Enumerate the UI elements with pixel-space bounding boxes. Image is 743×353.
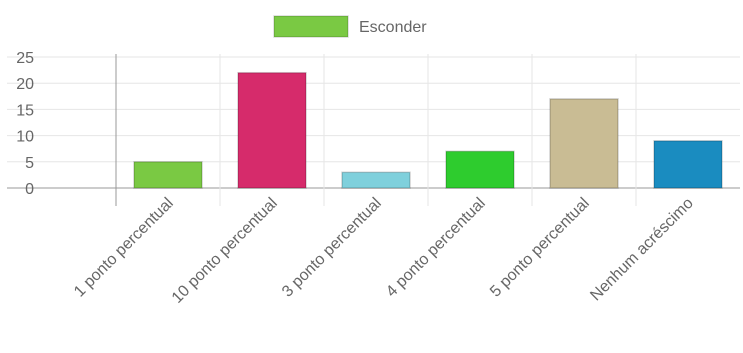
y-tick-label: 5 (25, 155, 34, 172)
y-tick-label: 15 (16, 102, 34, 119)
y-tick-label: 25 (16, 50, 34, 67)
legend-swatch[interactable] (273, 15, 349, 38)
bars (133, 71, 723, 189)
bar[interactable] (133, 161, 203, 189)
x-tick-label: 3 ponto percentual (279, 195, 385, 301)
bar[interactable] (549, 98, 619, 189)
y-tick-label: 0 (25, 181, 34, 198)
x-tick-label: 10 ponto percentual (169, 195, 281, 307)
x-tick-label: 1 ponto percentual (71, 195, 177, 301)
legend-label[interactable]: Esconder (359, 19, 427, 36)
bar[interactable] (341, 171, 411, 189)
y-tick-label: 10 (16, 129, 34, 146)
grid-lines (7, 54, 740, 206)
y-tick-label: 20 (16, 76, 34, 93)
x-tick-label: 4 ponto percentual (383, 195, 489, 301)
bar[interactable] (237, 71, 307, 189)
y-axis: 0 5 10 15 20 25 (16, 50, 34, 198)
x-tick-label: Nenhum acréscimo (587, 195, 697, 305)
bar[interactable] (445, 150, 515, 189)
x-tick-label: 5 ponto percentual (487, 195, 593, 301)
bar[interactable] (653, 140, 723, 189)
legend[interactable]: Esconder (273, 15, 427, 38)
